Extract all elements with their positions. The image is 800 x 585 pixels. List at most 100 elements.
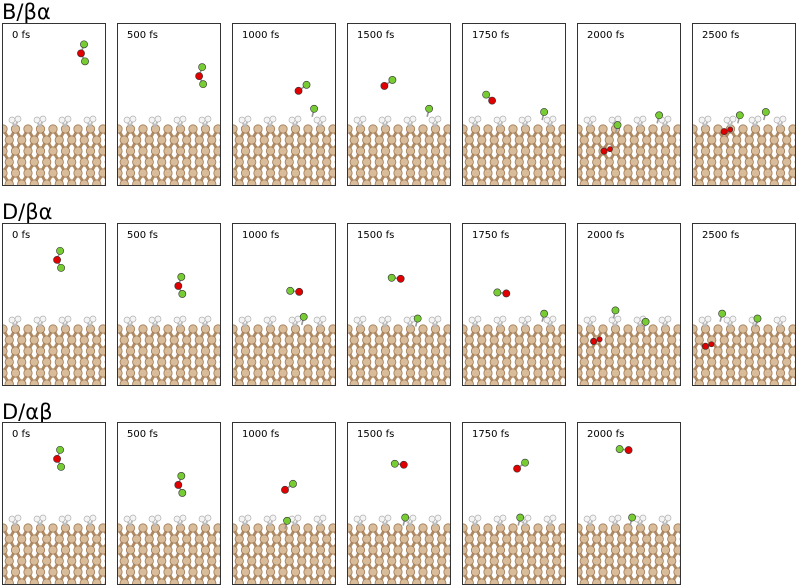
slab-atom: [322, 578, 332, 584]
of2-molecule: [482, 90, 549, 121]
slab-atom: [118, 346, 123, 356]
slab-atom: [29, 357, 39, 367]
slab-atom: [29, 157, 39, 167]
slab-atom: [48, 523, 58, 533]
snapshot-render: [693, 108, 795, 185]
slab-atom: [175, 567, 186, 577]
hydrogen-atom: [698, 116, 706, 124]
surface-slab: [578, 324, 680, 385]
slab-atom: [539, 157, 549, 167]
slab-atom: [175, 168, 186, 178]
hydrogen-atom: [319, 514, 327, 522]
slab-atom: [713, 324, 723, 334]
slab-atom: [73, 146, 83, 156]
oxygen-atom: [600, 147, 608, 155]
slab-atom: [169, 357, 179, 367]
slab-atom: [265, 346, 276, 356]
slab-atom: [673, 346, 680, 356]
slab-atom: [508, 567, 518, 577]
slab-atom: [477, 357, 487, 367]
slab-atom: [132, 335, 142, 345]
fluorine-atom: [289, 479, 297, 488]
time-label: 500 fs: [127, 230, 158, 241]
slab-atom: [118, 523, 123, 533]
slab-atom: [42, 357, 52, 367]
hydrogen-atom: [639, 514, 647, 522]
slab-atom: [315, 545, 326, 555]
slab-atom: [763, 324, 773, 334]
slab-atom: [79, 578, 89, 584]
slab-atom: [393, 346, 403, 356]
slab-atom: [188, 146, 198, 156]
slab-atom: [348, 346, 353, 356]
adsorbed-fluorine-atom: [611, 306, 620, 315]
slab-atom: [393, 523, 403, 533]
slab-atom: [157, 357, 167, 367]
slab-atom: [642, 335, 652, 345]
slab-atom: [85, 168, 96, 178]
slab-atom: [592, 534, 602, 544]
slab-atom: [4, 135, 14, 145]
time-label: 2000 fs: [587, 429, 625, 440]
slab-atom: [175, 146, 186, 156]
slab-atom: [309, 357, 319, 367]
slab-atom: [387, 556, 397, 566]
hydrogen-atom: [543, 515, 551, 523]
slab-atom: [732, 179, 742, 185]
slab-atom: [247, 179, 257, 185]
slab-atom: [119, 135, 129, 145]
slab-atom: [23, 523, 33, 533]
slab-atom: [60, 146, 71, 156]
slab-atom: [660, 346, 671, 356]
slab-atom: [744, 179, 754, 185]
slab-atom: [309, 157, 319, 167]
slab-atom: [604, 534, 614, 544]
hydrogen-atom: [263, 515, 271, 523]
of2-molecule: [590, 306, 650, 345]
slab-atom: [328, 146, 335, 156]
slab-atom: [272, 157, 282, 167]
hydrogen-atom: [269, 315, 277, 323]
slab-atom: [642, 357, 652, 367]
slab-atom: [132, 357, 142, 367]
slab-atom: [144, 379, 154, 385]
slab-atom: [374, 556, 384, 566]
slab-atom: [119, 357, 129, 367]
slab-atom: [629, 578, 639, 584]
slab-atom: [132, 157, 142, 167]
slab-atom: [259, 335, 269, 345]
slab-atom: [73, 168, 83, 178]
slab-atom: [514, 534, 524, 544]
slab-atom: [144, 179, 154, 185]
hydrogen-atom: [474, 315, 482, 323]
hydrogen-atom: [543, 316, 551, 324]
slab-atom: [623, 146, 633, 156]
hydrogen-atom: [583, 515, 591, 523]
slab-atom: [42, 556, 52, 566]
slab-atom: [610, 545, 621, 555]
slab-atom: [259, 357, 269, 367]
slab-atom: [405, 545, 416, 555]
hydrogen-atom: [83, 515, 91, 523]
hydrogen-atom: [179, 514, 187, 522]
slab-atom: [520, 567, 531, 577]
slab-atom: [119, 379, 129, 385]
hydrogen-atom: [204, 315, 212, 323]
slab-atom: [234, 157, 244, 167]
slab-atom: [495, 168, 506, 178]
slab-atom: [349, 578, 359, 584]
slab-atom: [188, 545, 198, 555]
slab-atom: [150, 545, 161, 555]
slab-atom: [719, 157, 729, 167]
slab-atom: [667, 534, 677, 544]
slab-atom: [259, 578, 269, 584]
hydrogen-atom: [359, 514, 367, 522]
slab-atom: [673, 124, 680, 134]
slab-atom: [694, 135, 704, 145]
slab-atom: [207, 335, 217, 345]
slab-atom: [163, 124, 173, 134]
slab-atom: [629, 179, 639, 185]
slab-atom: [297, 357, 307, 367]
hydrogen-atom: [524, 115, 532, 123]
slab-atom: [73, 124, 83, 134]
